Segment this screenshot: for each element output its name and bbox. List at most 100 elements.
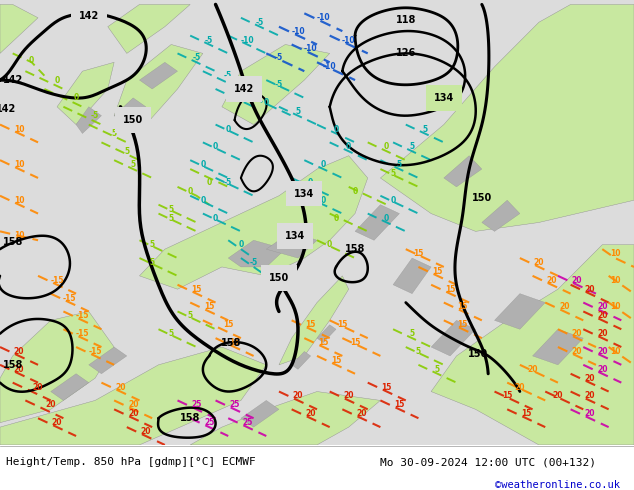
Text: 0: 0 bbox=[333, 124, 339, 134]
Text: 0: 0 bbox=[321, 196, 326, 205]
Text: 20: 20 bbox=[597, 329, 607, 338]
Polygon shape bbox=[482, 200, 520, 231]
Polygon shape bbox=[0, 4, 38, 53]
Text: -15: -15 bbox=[63, 294, 77, 303]
Text: 15: 15 bbox=[432, 267, 443, 276]
Text: -10: -10 bbox=[291, 26, 305, 36]
Polygon shape bbox=[380, 4, 634, 231]
Text: 150: 150 bbox=[472, 193, 492, 203]
Text: 158: 158 bbox=[221, 338, 242, 347]
Text: 10: 10 bbox=[610, 347, 620, 356]
Polygon shape bbox=[51, 374, 89, 400]
Polygon shape bbox=[355, 205, 399, 240]
Text: -10: -10 bbox=[323, 62, 337, 71]
Polygon shape bbox=[222, 45, 330, 124]
Text: -5: -5 bbox=[275, 53, 283, 62]
Text: 15: 15 bbox=[382, 383, 392, 392]
Text: -5: -5 bbox=[256, 18, 264, 27]
Text: 0: 0 bbox=[226, 124, 231, 134]
Text: 25: 25 bbox=[191, 400, 202, 409]
Text: 0: 0 bbox=[207, 178, 212, 187]
Text: 5: 5 bbox=[435, 365, 440, 374]
Text: -15: -15 bbox=[88, 347, 102, 356]
Text: 10: 10 bbox=[610, 249, 620, 258]
Text: 15: 15 bbox=[413, 249, 424, 258]
Text: 5: 5 bbox=[422, 124, 427, 134]
Text: 0: 0 bbox=[29, 55, 34, 65]
Text: 5: 5 bbox=[150, 258, 155, 267]
Text: 15: 15 bbox=[350, 338, 360, 347]
Text: 15: 15 bbox=[223, 320, 233, 329]
Text: 20: 20 bbox=[14, 347, 24, 356]
Text: -10: -10 bbox=[342, 36, 356, 45]
Text: 20: 20 bbox=[344, 392, 354, 400]
Text: 5: 5 bbox=[150, 240, 155, 249]
Text: 5: 5 bbox=[169, 329, 174, 338]
Text: 20: 20 bbox=[515, 383, 525, 392]
Text: 134: 134 bbox=[285, 231, 305, 241]
Text: 0: 0 bbox=[74, 94, 79, 102]
Text: 25: 25 bbox=[204, 418, 214, 427]
Text: -10: -10 bbox=[316, 13, 330, 23]
Text: -5: -5 bbox=[91, 111, 100, 120]
Text: -5: -5 bbox=[236, 89, 245, 98]
Text: 20: 20 bbox=[293, 392, 303, 400]
Text: 15: 15 bbox=[502, 392, 512, 400]
Text: 5: 5 bbox=[124, 147, 129, 156]
Text: 142: 142 bbox=[0, 104, 16, 114]
Text: 0: 0 bbox=[308, 178, 313, 187]
Polygon shape bbox=[57, 62, 114, 124]
Text: 0: 0 bbox=[55, 75, 60, 85]
Text: -5: -5 bbox=[192, 53, 201, 62]
Text: 0: 0 bbox=[238, 240, 243, 249]
Text: -5: -5 bbox=[224, 178, 233, 187]
Text: 20: 20 bbox=[597, 365, 607, 374]
Text: 20: 20 bbox=[128, 400, 138, 409]
Text: 15: 15 bbox=[458, 302, 468, 312]
Polygon shape bbox=[228, 240, 285, 267]
Polygon shape bbox=[0, 312, 114, 423]
Text: 20: 20 bbox=[52, 418, 62, 427]
Polygon shape bbox=[89, 347, 127, 374]
Text: 142: 142 bbox=[3, 75, 23, 85]
Text: 20: 20 bbox=[572, 276, 582, 285]
Text: 134: 134 bbox=[434, 93, 454, 103]
Text: 0: 0 bbox=[188, 187, 193, 196]
Text: 0: 0 bbox=[213, 214, 218, 222]
Text: 20: 20 bbox=[527, 365, 538, 374]
Text: 5: 5 bbox=[410, 142, 415, 151]
Polygon shape bbox=[393, 258, 431, 294]
Text: 10: 10 bbox=[610, 276, 620, 285]
Text: 142: 142 bbox=[79, 11, 99, 21]
Text: -10: -10 bbox=[304, 45, 318, 53]
Text: 150: 150 bbox=[269, 273, 289, 283]
Text: 0: 0 bbox=[384, 142, 389, 151]
Polygon shape bbox=[292, 351, 311, 369]
Polygon shape bbox=[0, 0, 634, 445]
Text: -5: -5 bbox=[249, 258, 258, 267]
Text: 15: 15 bbox=[337, 320, 347, 329]
Text: 126: 126 bbox=[396, 49, 416, 58]
Polygon shape bbox=[0, 347, 266, 445]
Text: 118: 118 bbox=[396, 15, 416, 25]
Text: 20: 20 bbox=[572, 329, 582, 338]
Polygon shape bbox=[279, 276, 349, 365]
Text: -5: -5 bbox=[275, 80, 283, 89]
Text: 150: 150 bbox=[468, 349, 488, 359]
Text: 0: 0 bbox=[384, 214, 389, 222]
Text: 5: 5 bbox=[397, 160, 402, 169]
Text: 5: 5 bbox=[188, 311, 193, 320]
Text: 20: 20 bbox=[572, 347, 582, 356]
Text: -5: -5 bbox=[224, 71, 233, 80]
Text: -10: -10 bbox=[240, 36, 254, 45]
Text: 20: 20 bbox=[547, 276, 557, 285]
Text: 5: 5 bbox=[112, 129, 117, 138]
Polygon shape bbox=[114, 98, 146, 124]
Text: 20: 20 bbox=[585, 392, 595, 400]
Text: 15: 15 bbox=[458, 320, 468, 329]
Text: Mo 30-09-2024 12:00 UTC (00+132): Mo 30-09-2024 12:00 UTC (00+132) bbox=[380, 457, 597, 467]
Text: -15: -15 bbox=[75, 311, 89, 320]
Text: 0: 0 bbox=[200, 196, 205, 205]
Text: 15: 15 bbox=[191, 285, 202, 294]
Polygon shape bbox=[108, 4, 190, 53]
